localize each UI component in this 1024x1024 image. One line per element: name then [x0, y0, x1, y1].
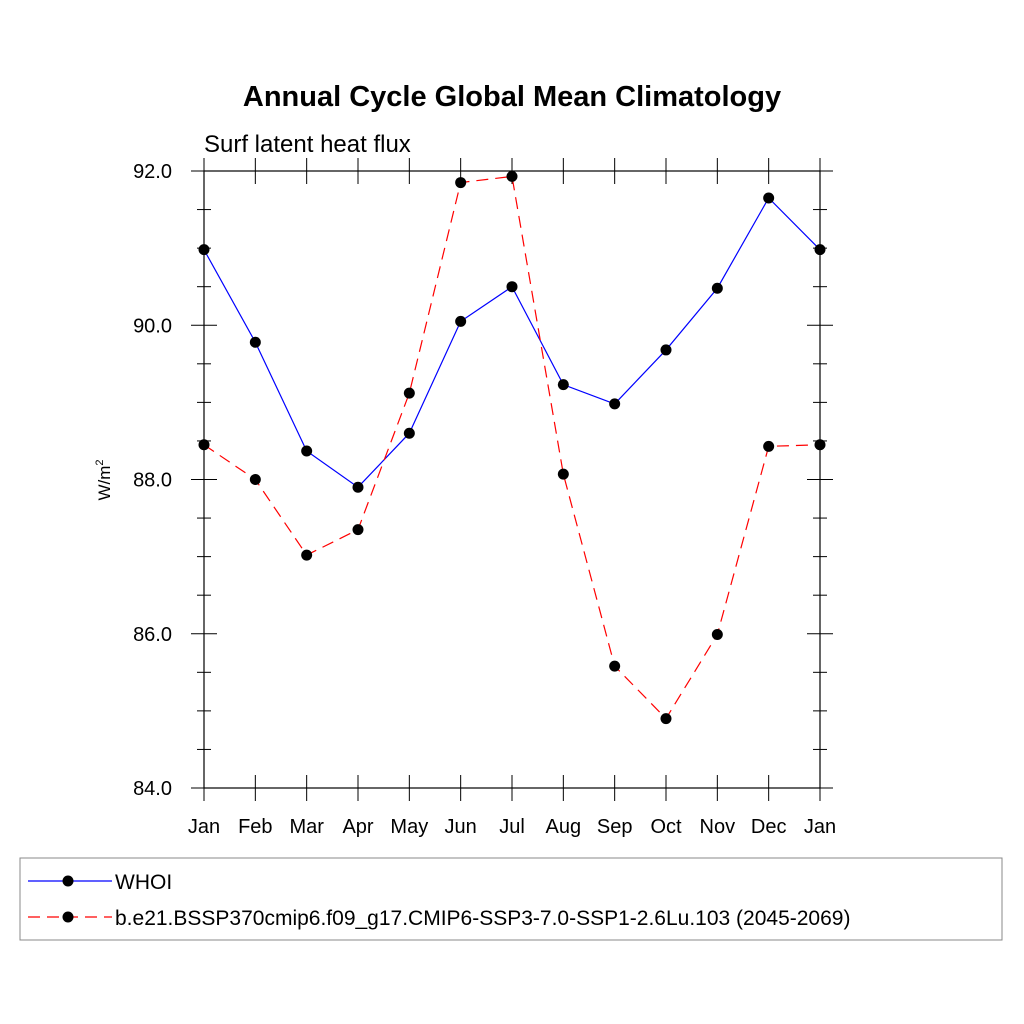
x-tick-label: Jul — [499, 816, 525, 838]
series-1-point — [814, 244, 826, 256]
x-tick-label: Mar — [289, 816, 324, 838]
series-1-point — [506, 281, 518, 293]
y-tick-label: 88.0 — [133, 470, 172, 492]
x-tick-label: Jun — [445, 816, 477, 838]
chart-title: Annual Cycle Global Mean Climatology — [243, 81, 781, 113]
series-1-point — [660, 344, 672, 356]
x-tick-label: Jan — [188, 816, 220, 838]
y-axis-label: W/m2 — [94, 459, 114, 500]
legend-marker-1 — [62, 875, 74, 887]
y-tick-label: 84.0 — [133, 778, 172, 800]
series-2-point — [506, 170, 518, 182]
y-tick-label: 92.0 — [133, 161, 172, 183]
series-line-1 — [203, 197, 821, 489]
series-1-point — [249, 336, 261, 348]
legend-label-1: WHOI — [115, 871, 172, 894]
y-axis-label-superscript: 2 — [94, 459, 106, 465]
series-2-point — [660, 713, 672, 725]
series-1-point — [352, 481, 364, 493]
series-2-point — [609, 660, 621, 672]
x-tick-label: Dec — [751, 816, 787, 838]
series-1-point — [557, 379, 569, 391]
series-2-point — [557, 468, 569, 480]
series-1-point — [403, 427, 415, 439]
series-1-point — [763, 192, 775, 204]
series-2-point — [711, 629, 723, 641]
x-tick-label: Jan — [804, 816, 836, 838]
y-tick-label: 86.0 — [133, 624, 172, 646]
series-2-point — [403, 387, 415, 399]
series-1-point — [455, 315, 467, 327]
series-2-point — [814, 439, 826, 451]
y-tick-label: 90.0 — [133, 315, 172, 337]
series-2-point — [301, 549, 313, 561]
legend-marker-2 — [62, 911, 74, 923]
series-1-point — [198, 244, 210, 256]
y-axis-label-base: W/m — [95, 466, 114, 501]
legend-label-2: b.e21.BSSP370cmip6.f09_g17.CMIP6-SSP3-7.… — [115, 907, 850, 930]
legend-box — [19, 857, 1003, 941]
series-2-point — [763, 440, 775, 452]
x-tick-label: Feb — [238, 816, 272, 838]
legend: WHOI b.e21.BSSP370cmip6.f09_g17.CMIP6-SSP… — [19, 857, 1003, 941]
series-1-point — [609, 398, 621, 410]
series-line-2 — [203, 175, 821, 720]
x-tick-label: Apr — [342, 816, 373, 838]
series-1-point — [711, 282, 723, 294]
series-2-point — [249, 474, 261, 485]
x-tick-label: Nov — [700, 816, 736, 838]
chart-subtitle: Surf latent heat flux — [204, 131, 411, 158]
series-2-point — [455, 177, 467, 189]
x-tick-label: Aug — [546, 816, 582, 838]
x-tick-label: Oct — [650, 816, 682, 838]
plot-frame — [203, 170, 821, 789]
series-2-point — [352, 524, 364, 536]
x-tick-label: May — [390, 816, 428, 838]
series-2-point — [198, 439, 210, 451]
x-tick-label: Sep — [597, 816, 633, 838]
plot-area: Jan Feb Mar Apr May Jun Jul Aug Sep Oct Nov Dec Jan 8… — [133, 158, 836, 838]
series-1-point — [301, 445, 313, 457]
